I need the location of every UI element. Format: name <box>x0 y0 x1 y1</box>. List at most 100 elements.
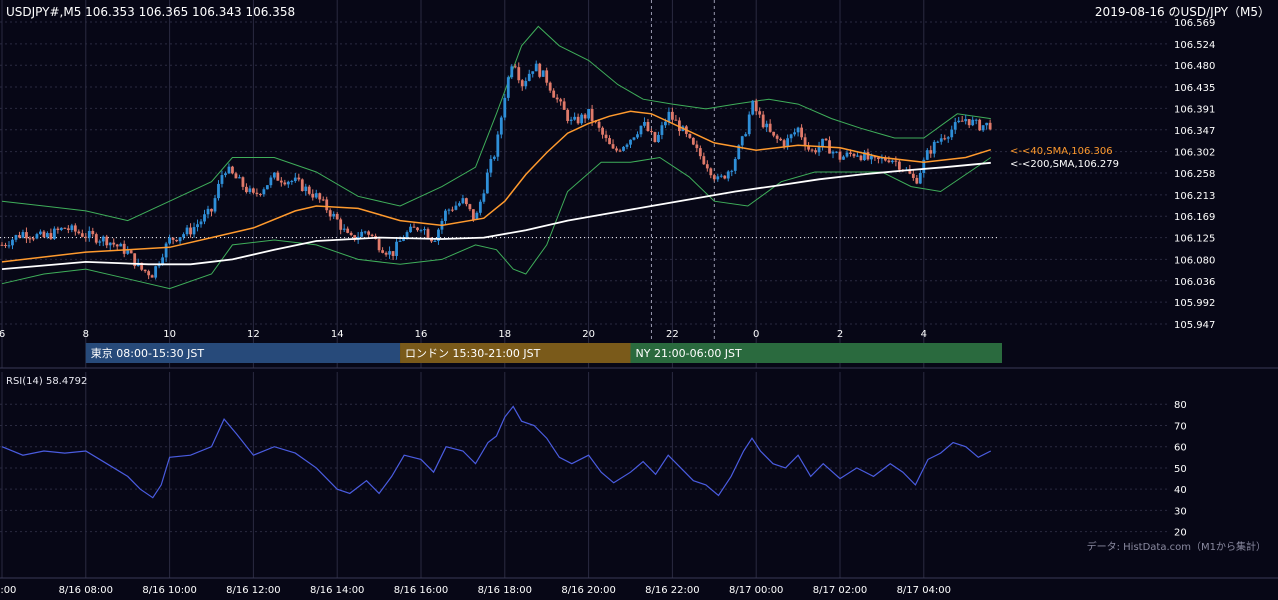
bear-candle <box>0 244 4 246</box>
bull-candle <box>269 177 273 186</box>
bear-candle <box>416 227 419 231</box>
bull-candle <box>821 138 824 147</box>
bull-candle <box>964 119 968 122</box>
bear-candle <box>646 121 650 132</box>
bull-candle <box>178 237 182 242</box>
bull-candle <box>950 129 954 138</box>
moving-averages <box>1 110 992 270</box>
bear-candle <box>911 173 915 178</box>
bull-candle <box>510 66 514 78</box>
bear-candle <box>91 230 95 235</box>
bear-candle <box>471 209 475 220</box>
bull-candle <box>730 170 734 172</box>
bull-candle <box>489 158 493 173</box>
bull-candle <box>248 188 252 193</box>
bear-candle <box>538 63 542 77</box>
datetime-tick-label: 8/16 20:00 <box>561 585 615 596</box>
bear-candle <box>42 231 46 238</box>
bull-candle <box>196 224 199 228</box>
datetime-tick-label: 8/17 00:00 <box>729 585 783 596</box>
bull-candle <box>793 132 797 135</box>
bear-candle <box>349 232 353 236</box>
bull-candle <box>433 240 437 242</box>
sma200-value-label: <-<200,SMA,106.279 <box>1010 159 1119 170</box>
bear-candle <box>520 80 524 87</box>
bear-candle <box>908 169 912 174</box>
bear-candle <box>978 119 982 131</box>
bear-candle <box>705 164 709 169</box>
bear-candle <box>608 138 611 145</box>
bear-candle <box>615 148 618 151</box>
bear-candle <box>671 111 674 120</box>
bull-candle <box>52 228 56 239</box>
bull-candle <box>290 181 294 183</box>
rsi-tick-label: 50 <box>1174 464 1187 475</box>
price-tick-label: 106.169 <box>1174 212 1215 223</box>
bull-candle <box>974 119 978 121</box>
bear-candle <box>311 193 315 198</box>
bull-candle <box>485 172 489 194</box>
bull-candle <box>527 73 531 81</box>
bear-candle <box>559 99 563 102</box>
bull-candle <box>625 144 629 147</box>
bull-candle <box>939 138 943 142</box>
bull-candle <box>185 227 189 235</box>
bull-candle <box>835 151 838 153</box>
bear-candle <box>674 119 678 121</box>
session-block <box>85 343 401 363</box>
bull-candle <box>59 227 63 231</box>
bear-candle <box>112 242 116 245</box>
bull-candle <box>667 111 671 122</box>
bear-candle <box>545 70 549 83</box>
bull-candle <box>639 125 643 135</box>
bear-candle <box>94 234 98 243</box>
bear-candle <box>807 146 810 150</box>
bear-candle <box>548 82 552 91</box>
price-tick-label: 105.992 <box>1174 298 1215 309</box>
session-label: 東京 08:00-15:30 JST <box>91 346 205 360</box>
bull-candle <box>363 231 367 233</box>
bull-candle <box>398 240 402 242</box>
hour-tick-label: 16 <box>415 329 428 340</box>
bull-candle <box>388 251 391 255</box>
bull-candle <box>70 225 74 231</box>
bear-candle <box>391 251 395 256</box>
bear-candle <box>800 127 803 138</box>
bull-candle <box>719 175 723 177</box>
bull-candle <box>664 121 667 126</box>
datetime-tick-label: 8/17 04:00 <box>897 585 951 596</box>
bull-candle <box>622 146 625 151</box>
event-lines <box>0 0 1000 340</box>
bear-candle <box>754 100 758 112</box>
data-source-note: データ: HistData.com（M1から集計） <box>1087 540 1266 553</box>
price-tick-label: 106.347 <box>1174 126 1215 137</box>
datetime-tick-label: 8/16 10:00 <box>142 585 196 596</box>
bull-candle <box>304 186 308 192</box>
bull-candle <box>419 230 423 232</box>
bear-candle <box>49 233 53 239</box>
bull-candle <box>360 231 364 237</box>
price-tick-label: 106.435 <box>1174 83 1215 94</box>
bear-candle <box>887 160 891 163</box>
bear-candle <box>768 123 772 132</box>
bear-candle <box>426 229 430 238</box>
bear-candle <box>143 269 147 272</box>
bull-candle <box>126 250 130 254</box>
bear-candle <box>300 179 304 192</box>
bull-candle <box>461 198 465 204</box>
hour-axis: 6 8 10 12 14 16 18 20 22 0 2 4 <box>0 329 927 340</box>
hour-tick-label: 22 <box>666 329 679 340</box>
bull-candle <box>936 141 940 143</box>
bull-candle <box>643 121 646 126</box>
rsi-label: RSI(14) 58.4792 <box>6 376 87 387</box>
rsi-line <box>1 405 992 499</box>
bear-candle <box>894 160 898 162</box>
bull-candle <box>726 171 730 179</box>
bear-candle <box>328 210 332 217</box>
datetime-tick-label: 8/16 22:00 <box>645 585 699 596</box>
bull-candle <box>314 193 318 198</box>
bear-candle <box>803 137 807 147</box>
bull-candle <box>458 203 461 206</box>
